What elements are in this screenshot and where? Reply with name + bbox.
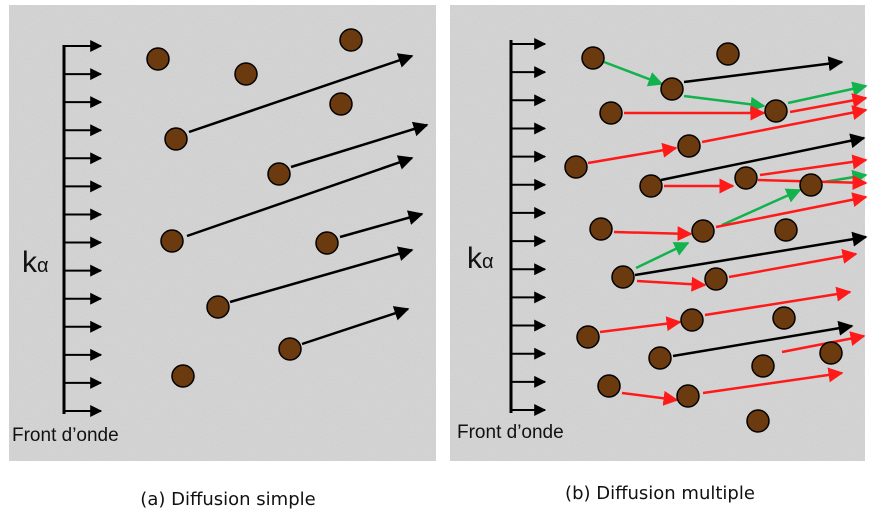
panel-b-scattered-ray [789, 93, 868, 114]
panel-b-scattered-ray [715, 192, 868, 229]
panel-a-scattered-ray [301, 306, 410, 346]
panel-b-particle [639, 174, 663, 198]
panel-b-particles [564, 42, 843, 433]
panel-b-wavefront-label: Front d’onde [457, 422, 564, 443]
panel-b-particle [691, 219, 715, 243]
panel-b-particle [564, 155, 588, 179]
panel-a-wavefront-label: Front d’onde [12, 425, 119, 446]
panel-a-particle [164, 127, 188, 151]
panel-b-particle [704, 267, 728, 291]
panel-a-scattered-ray [188, 53, 414, 134]
panel-b-particle [819, 341, 843, 365]
panel-b-scattered-ray [702, 367, 844, 395]
panel-b-particle [581, 46, 605, 70]
panel-b-scattered-ray [672, 320, 854, 358]
panel-b-scattered-ray [660, 133, 866, 182]
panel-b-scattered-ray [599, 316, 682, 334]
panel-multiple-scattering: kα Front d’onde [450, 5, 868, 461]
panel-b-particle [799, 173, 823, 197]
panel-b-scattered-ray [701, 105, 868, 144]
panel-b-scattered-ray [635, 241, 690, 270]
panel-a-incident-arrows [65, 40, 103, 417]
panel-b-particle [589, 217, 613, 241]
panel-b-particle [676, 384, 700, 408]
panel-a-particle [339, 28, 363, 52]
panel-a-scattered-rays [186, 53, 429, 346]
panel-b-scattered-ray [781, 331, 866, 354]
panel-b-particle [648, 346, 672, 370]
panel-a-particle [329, 92, 353, 116]
panel-b-particle [576, 325, 600, 349]
panel-a-particle [160, 229, 184, 253]
panel-a-particle [278, 337, 302, 361]
panel-a-scattered-ray [339, 210, 424, 239]
panel-a-particle [206, 295, 230, 319]
panel-single-scattering: kα Front d’onde [9, 5, 436, 461]
panel-a-scattered-ray [290, 121, 429, 169]
panel-b-scattered-ray [683, 56, 844, 84]
panel-a-particle [146, 47, 170, 71]
panel-a-particle [171, 364, 195, 388]
panel-a-scattered-ray [186, 155, 414, 238]
panel-a-particle [315, 231, 339, 255]
panel-a-particle [267, 162, 291, 186]
panel-b-particle [599, 101, 623, 125]
panel-a-particle [234, 62, 258, 86]
panel-b-scattered-ray [587, 142, 678, 165]
panel-b-particle [772, 306, 796, 330]
panel-b-particle [611, 265, 635, 289]
panel-b-scattered-ray [634, 231, 868, 277]
panel-a-background [9, 5, 436, 461]
panel-b-caption: (b) Diffusion multiple [565, 483, 755, 504]
panel-b-scattered-ray [683, 94, 766, 112]
panel-b-particle [774, 218, 798, 242]
panel-b-particle [597, 374, 621, 398]
panel-b-scattered-ray [613, 226, 693, 242]
panel-b-particle [746, 409, 770, 433]
panel-b-k-label: kα [467, 242, 494, 275]
panel-b-scattered-ray [621, 390, 679, 406]
panel-b-particle [734, 166, 758, 190]
panel-b-scattered-ray [728, 249, 858, 279]
panel-a-k-label: kα [22, 246, 49, 279]
panel-a-caption: (a) Diffusion simple [140, 489, 315, 510]
panel-b-scattered-rays [587, 56, 868, 406]
panel-b-scattered-ray [721, 188, 802, 227]
panel-b-scattered-ray [636, 276, 707, 292]
panel-b-scattered-ray [787, 81, 868, 105]
panel-b-scattered-ray [759, 154, 868, 177]
panel-b-incident-arrows [511, 38, 547, 416]
panel-b-particle [680, 308, 704, 332]
panel-b-particle [660, 77, 684, 101]
panel-b-scattered-ray [704, 286, 852, 317]
panel-a-particles [146, 28, 363, 388]
panel-a-scattered-ray [229, 246, 414, 304]
panel-b-scattered-ray [603, 60, 664, 87]
panel-b-particle [716, 42, 740, 66]
panel-b-particle [764, 99, 788, 123]
panel-b-particle [677, 134, 701, 158]
panel-b-particle [751, 354, 775, 378]
